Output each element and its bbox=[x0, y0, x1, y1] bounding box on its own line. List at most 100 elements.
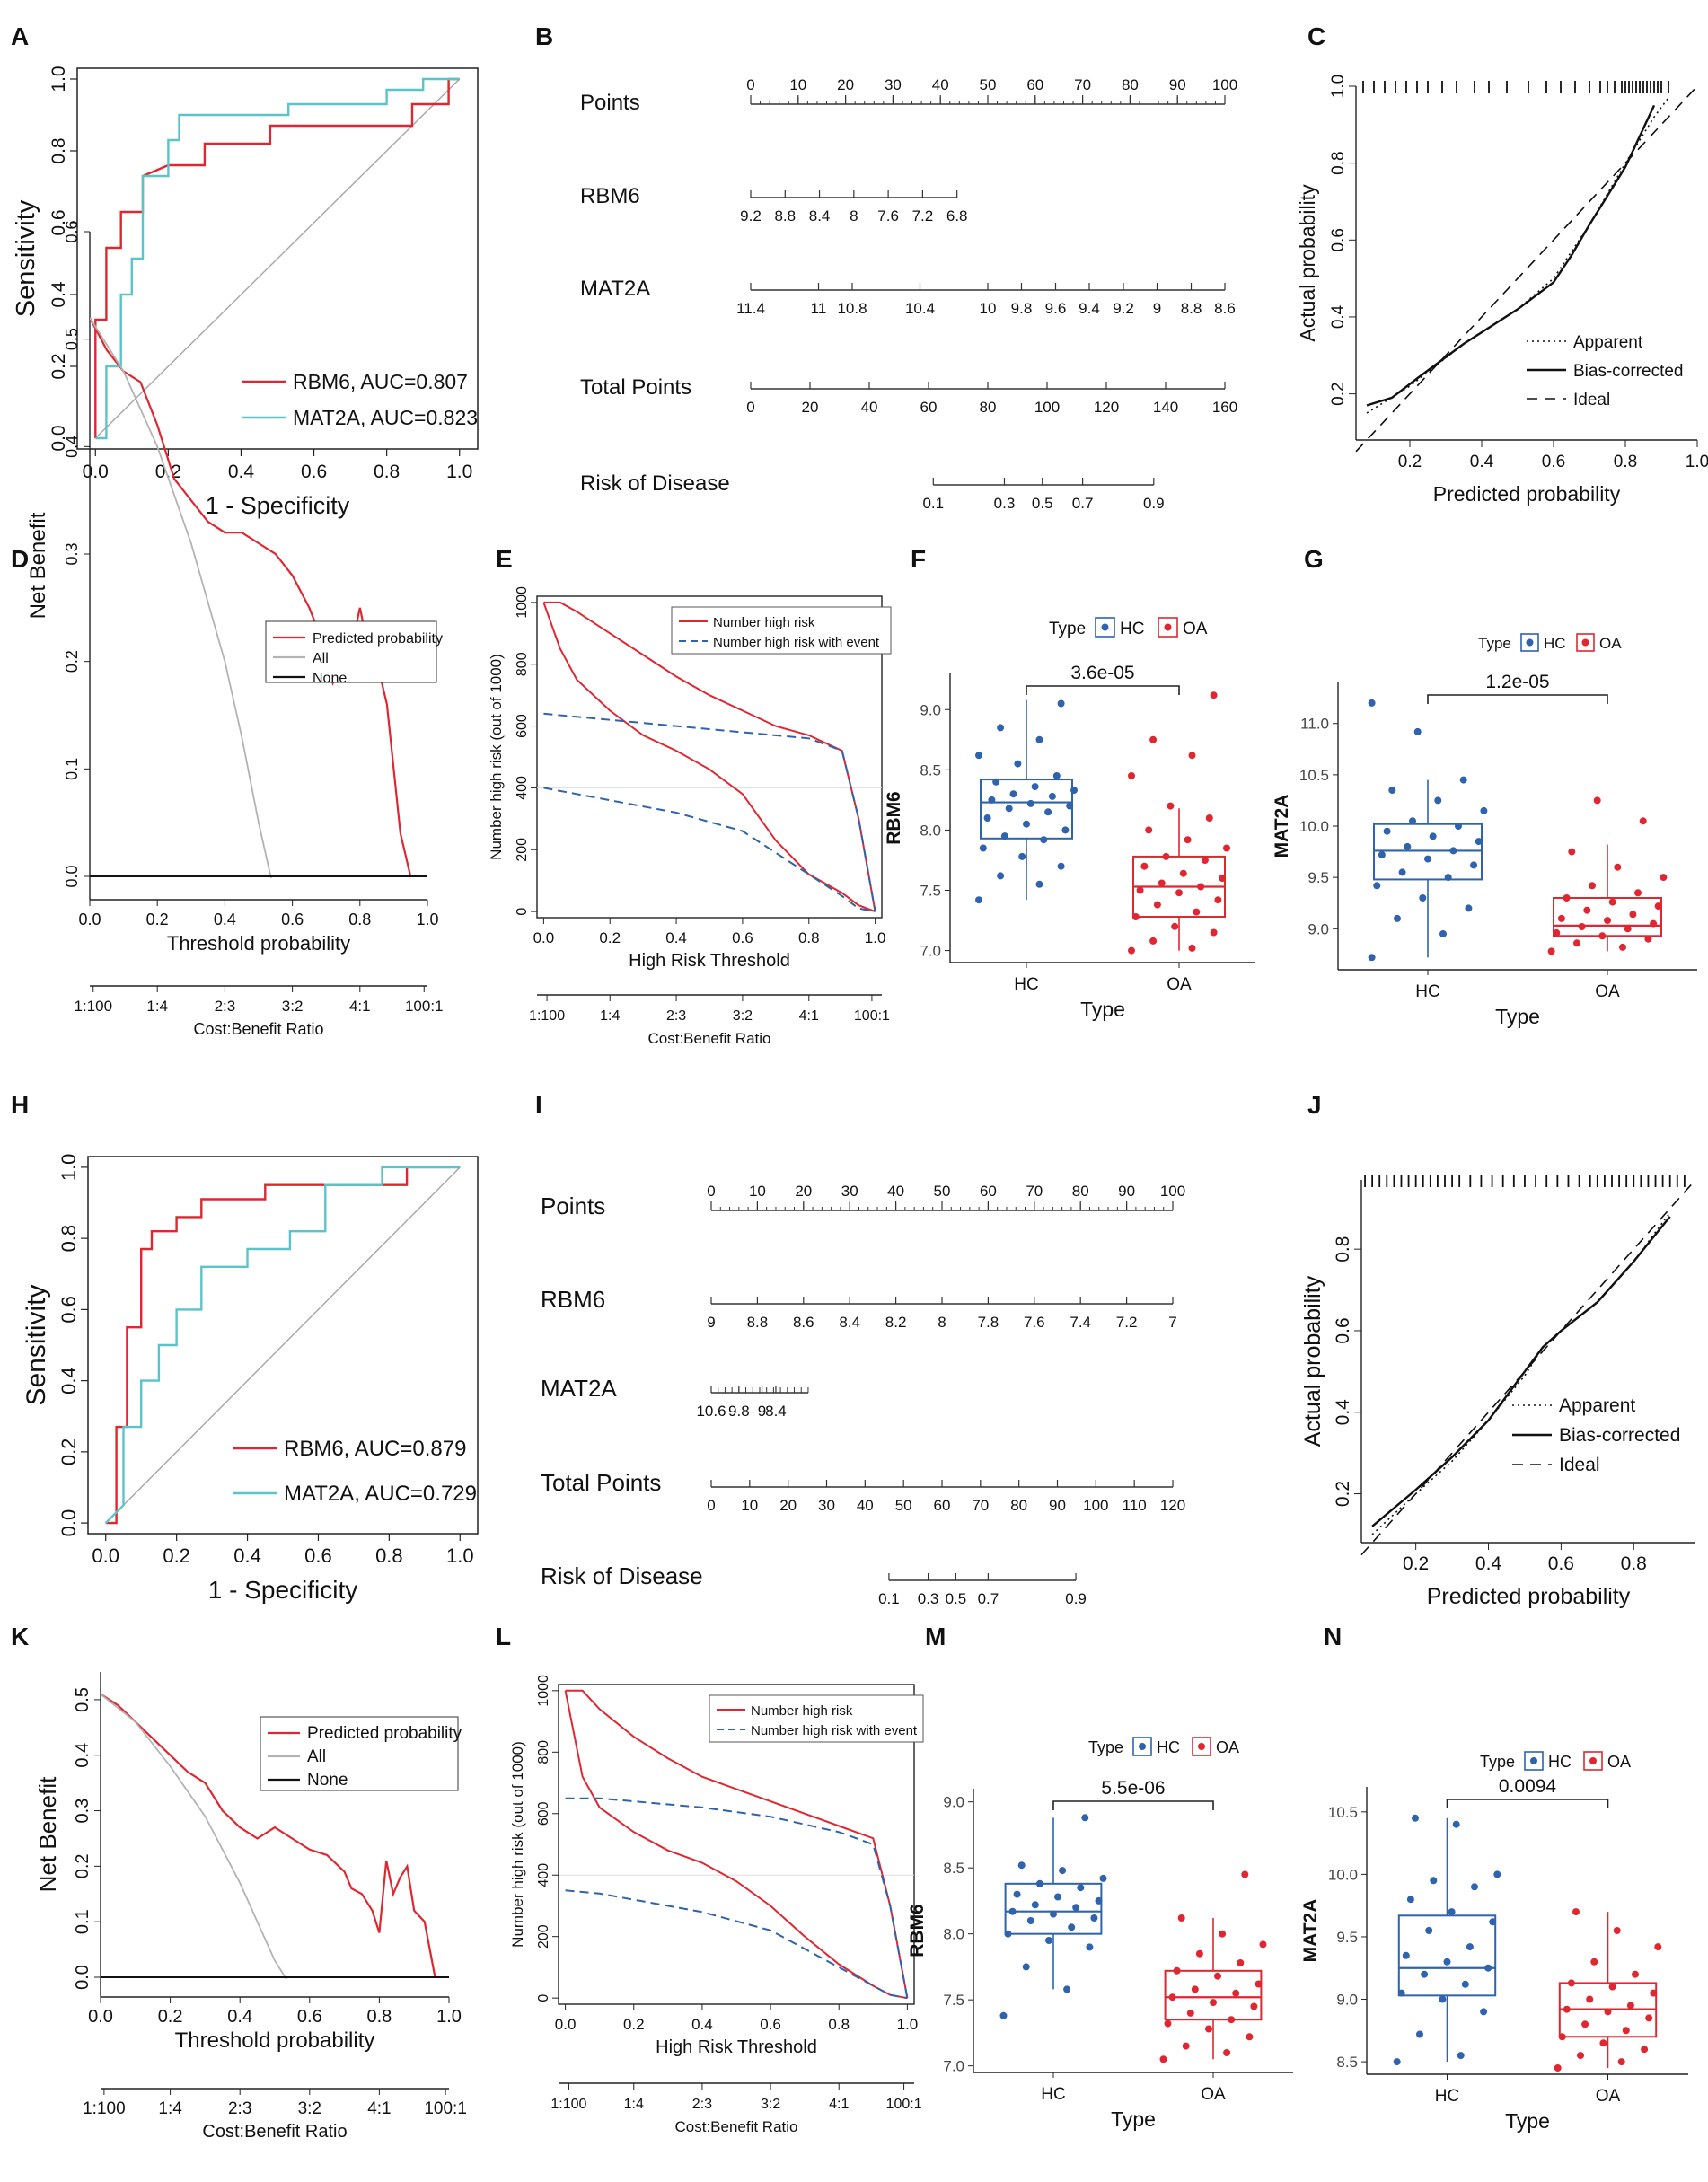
y-tick-label: 0.4 bbox=[63, 436, 81, 458]
data-point bbox=[1589, 882, 1596, 890]
roc-curve-mat2a bbox=[95, 77, 460, 440]
x-tick-label: 0.2 bbox=[163, 1544, 190, 1567]
x-tick-label: 0.0 bbox=[88, 2007, 113, 2027]
data-point bbox=[1413, 727, 1422, 735]
y-axis-label: MAT2A bbox=[1300, 1899, 1321, 1963]
panel-label: G bbox=[1304, 545, 1324, 573]
data-point bbox=[1237, 1959, 1245, 1966]
data-point bbox=[1644, 935, 1652, 943]
x-tick-label: 0.4 bbox=[228, 462, 255, 482]
data-point bbox=[1005, 805, 1013, 813]
reference-diagonal bbox=[105, 1166, 461, 1524]
nomogram-tick-label: 40 bbox=[932, 76, 949, 93]
nomogram-tick-label: 7 bbox=[1168, 1314, 1176, 1331]
nomogram-tick-label: 0.1 bbox=[878, 1590, 900, 1607]
data-point bbox=[1650, 1989, 1658, 1997]
panel-label: A bbox=[11, 22, 29, 50]
y-tick-label: 200 bbox=[515, 838, 530, 862]
data-point bbox=[1031, 783, 1039, 791]
nomogram-tick-label: 100 bbox=[1083, 1497, 1108, 1514]
data-point bbox=[1219, 1930, 1227, 1938]
x-axis-label: Type bbox=[1111, 2107, 1156, 2131]
cic-curve bbox=[564, 1690, 908, 2000]
nomogram-tick-label: 8 bbox=[850, 207, 858, 224]
x-tick-label: 0.6 bbox=[301, 462, 327, 482]
nomogram-tick-label: 0 bbox=[707, 1497, 715, 1514]
data-point bbox=[1425, 1927, 1433, 1934]
cost-benefit-tick-label: 3:2 bbox=[282, 998, 304, 1015]
x-tick-label: 0.4 bbox=[691, 2016, 713, 2033]
y-tick-label: 0.4 bbox=[73, 1743, 92, 1768]
nomogram-tick-label: 40 bbox=[887, 1183, 904, 1200]
data-point bbox=[1632, 1970, 1639, 1978]
x-axis-label: Threshold probability bbox=[175, 2028, 375, 2053]
nomogram-tick-label: 100 bbox=[1160, 1183, 1185, 1200]
data-point bbox=[975, 752, 982, 760]
data-point bbox=[1219, 875, 1227, 883]
data-point bbox=[1583, 906, 1591, 914]
data-point bbox=[1177, 1914, 1185, 1922]
data-point bbox=[1624, 925, 1632, 933]
cost-benefit-tick-label: 1:4 bbox=[146, 998, 168, 1015]
calibration-ideal bbox=[1360, 1179, 1696, 1556]
data-point bbox=[1017, 1861, 1026, 1870]
panel-label: H bbox=[11, 1091, 29, 1119]
data-point bbox=[1622, 2027, 1630, 2035]
y-tick-label: 800 bbox=[515, 652, 530, 676]
data-point bbox=[1466, 1943, 1474, 1951]
y-tick-label: 0.3 bbox=[63, 542, 81, 565]
x-axis-label: High Risk Threshold bbox=[629, 951, 790, 971]
x-tick-label: HC bbox=[1014, 975, 1038, 994]
data-point bbox=[1068, 1923, 1076, 1931]
legend-label: None bbox=[307, 1771, 348, 1790]
nomogram-tick-label: 9 bbox=[1153, 300, 1161, 317]
x-tick-label: 0.4 bbox=[665, 929, 687, 946]
cost-benefit-tick-label: 4:1 bbox=[349, 998, 371, 1015]
legend-label: All bbox=[307, 1747, 326, 1766]
y-tick-label: 9.0 bbox=[1336, 1992, 1358, 2009]
box-hc bbox=[1373, 823, 1483, 881]
panel-label: F bbox=[911, 545, 926, 573]
data-point bbox=[1419, 894, 1427, 902]
x-tick-label: 0.4 bbox=[214, 911, 236, 928]
data-point bbox=[1398, 868, 1406, 876]
significance-bracket bbox=[1446, 1799, 1609, 1808]
x-axis-label: Predicted probability bbox=[1427, 1584, 1631, 1609]
x-tick-label: 0.4 bbox=[1470, 453, 1494, 471]
data-point bbox=[1577, 2052, 1584, 2060]
nomogram-tick-label: 80 bbox=[1122, 76, 1139, 93]
nomogram-tick-label: 11.4 bbox=[736, 300, 765, 317]
data-point bbox=[1448, 1908, 1456, 1916]
data-point bbox=[979, 844, 987, 852]
data-point bbox=[1131, 913, 1140, 920]
cost-benefit-tick-label: 3:2 bbox=[761, 2097, 780, 2112]
data-point bbox=[1634, 889, 1642, 897]
y-tick-label: 8.5 bbox=[943, 1860, 964, 1877]
y-tick-label: 0.6 bbox=[48, 209, 69, 235]
data-point bbox=[1026, 1917, 1034, 1924]
x-tick-label: 0.6 bbox=[281, 911, 304, 928]
legend-label: Ideal bbox=[1573, 391, 1610, 409]
x-tick-label: 0.2 bbox=[155, 462, 181, 482]
x-tick-label: 0.6 bbox=[732, 929, 753, 946]
cic-curve bbox=[565, 1889, 908, 2000]
legend-swatch-dot bbox=[1101, 623, 1109, 631]
data-point bbox=[1394, 914, 1401, 922]
y-tick-label: 0.2 bbox=[57, 1439, 80, 1466]
panel-label: K bbox=[11, 1623, 29, 1650]
data-point bbox=[997, 872, 1005, 880]
data-point bbox=[1421, 1970, 1429, 1978]
panel-label: I bbox=[535, 1091, 542, 1119]
nomogram-tick-label: 10 bbox=[789, 76, 806, 93]
nomogram-tick-label: 120 bbox=[1160, 1497, 1185, 1514]
x-tick-label: 0.4 bbox=[233, 1544, 261, 1567]
nomogram-tick-label: 8.4 bbox=[809, 207, 831, 224]
data-point bbox=[1090, 1914, 1098, 1922]
nomogram-tick-label: 80 bbox=[1010, 1497, 1027, 1514]
p-value-label: 5.5e-06 bbox=[1101, 1778, 1165, 1799]
nomogram-tick-label: 90 bbox=[1118, 1183, 1135, 1200]
nomogram-tick-label: 0 bbox=[707, 1183, 715, 1200]
x-axis-label: Type bbox=[1505, 2109, 1550, 2133]
x-tick-label: 0.8 bbox=[798, 929, 820, 946]
nomogram-tick-label: 20 bbox=[795, 1183, 812, 1200]
